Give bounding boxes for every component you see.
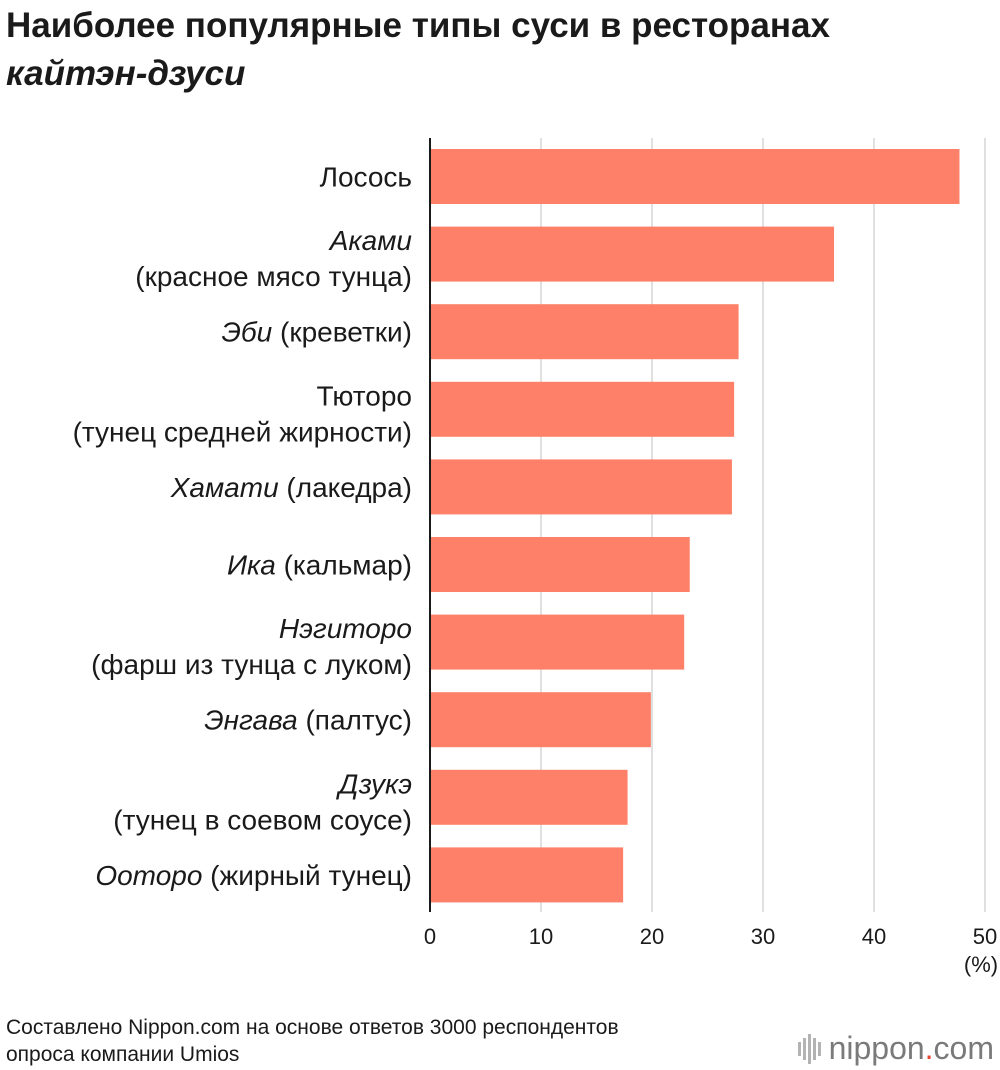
logo-name: nippon <box>828 1030 925 1066</box>
bar-3 <box>430 381 735 437</box>
x-unit-label: (%) <box>964 952 998 977</box>
bar-7 <box>430 692 651 748</box>
title-line-1: Наиболее популярные типы суси в ресторан… <box>6 6 830 45</box>
category-sublabel-6: (фарш из тунца с луком) <box>91 649 412 680</box>
category-label-9: Ооторо (жирный тунец) <box>95 860 412 891</box>
category-label-1: Аками <box>328 225 413 256</box>
category-label-5: Ика (кальмар) <box>227 550 412 581</box>
title-line-2: кайтэн-дзуси <box>6 54 246 93</box>
logo-domain: com <box>933 1030 994 1066</box>
category-label-4: Хамати (лакедра) <box>170 472 412 503</box>
category-label-0: Лосось <box>320 162 412 193</box>
source-line-1: Составлено Nippon.com на основе ответов … <box>6 1016 619 1039</box>
bar-8 <box>430 769 628 825</box>
bar-5 <box>430 537 690 592</box>
source-note: Составлено Nippon.com на основе ответов … <box>6 1014 619 1068</box>
category-label-2: Эби (креветки) <box>222 317 413 348</box>
category-sublabel-3: (тунец средней жирности) <box>73 416 412 447</box>
category-sublabel-8: (тунец в соевом соусе) <box>113 804 412 835</box>
bar-9 <box>430 847 624 903</box>
logo-dot: . <box>924 1030 934 1066</box>
category-label-8: Дзукэ <box>336 768 412 799</box>
category-label-6: Нэгиторо <box>279 613 412 644</box>
x-tick-label-10: 10 <box>529 924 553 949</box>
logo-mark-icon <box>797 1033 821 1064</box>
bar-0 <box>430 149 960 204</box>
x-tick-label-30: 30 <box>751 924 775 949</box>
category-sublabel-1: (красное мясо тунца) <box>135 261 412 292</box>
chart-title: Наиболее популярные типы суси в ресторан… <box>6 2 996 98</box>
nippon-logo: nippon. com <box>797 1030 994 1067</box>
x-tick-label-0: 0 <box>424 924 436 949</box>
bar-2 <box>430 304 739 360</box>
bar-1 <box>430 226 835 282</box>
x-tick-label-40: 40 <box>862 924 886 949</box>
source-line-2: опроса компании Umios <box>6 1043 240 1066</box>
x-tick-label-20: 20 <box>640 924 664 949</box>
x-tick-label-50: 50 <box>973 924 997 949</box>
bar-chart: 0 10 20 30 40 50 (%) Лосось Аками (красное мясо т… <box>73 138 998 977</box>
category-label-7: Энгава (палтус) <box>204 705 412 736</box>
bar-6 <box>430 614 685 670</box>
category-label-3: Тюторо <box>317 380 412 411</box>
bar-4 <box>430 459 732 515</box>
